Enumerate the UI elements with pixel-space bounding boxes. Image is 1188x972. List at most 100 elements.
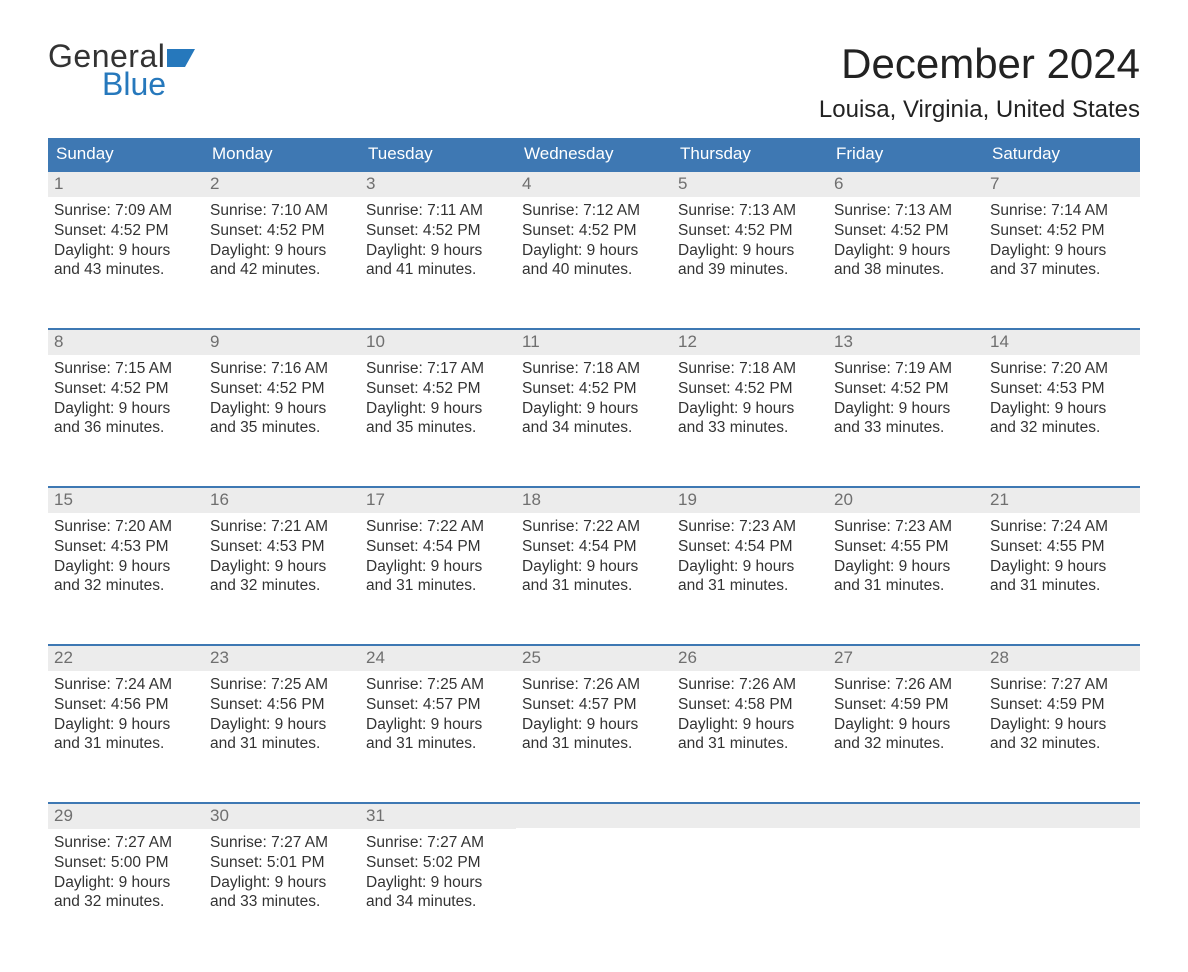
week-row: 15Sunrise: 7:20 AMSunset: 4:53 PMDayligh… [48, 486, 1140, 616]
brand-logo: General Blue [48, 40, 195, 100]
day-number: 17 [360, 488, 516, 513]
day-cell [984, 804, 1140, 932]
day-body: Sunrise: 7:14 AMSunset: 4:52 PMDaylight:… [984, 197, 1140, 282]
day-cell: 22Sunrise: 7:24 AMSunset: 4:56 PMDayligh… [48, 646, 204, 774]
sunrise-line: Sunrise: 7:14 AM [990, 201, 1134, 221]
sunrise-line: Sunrise: 7:27 AM [54, 833, 198, 853]
sunrise-line: Sunrise: 7:21 AM [210, 517, 354, 537]
day-number: 27 [828, 646, 984, 671]
daylight-line-1: Daylight: 9 hours [210, 715, 354, 735]
day-body: Sunrise: 7:13 AMSunset: 4:52 PMDaylight:… [672, 197, 828, 282]
day-number: 1 [48, 172, 204, 197]
daylight-line-2: and 31 minutes. [54, 734, 198, 754]
day-number: 16 [204, 488, 360, 513]
daylight-line-2: and 31 minutes. [990, 576, 1134, 596]
daylight-line-2: and 32 minutes. [54, 892, 198, 912]
daylight-line-2: and 31 minutes. [522, 734, 666, 754]
day-body: Sunrise: 7:16 AMSunset: 4:52 PMDaylight:… [204, 355, 360, 440]
sunset-line: Sunset: 4:59 PM [834, 695, 978, 715]
sunset-line: Sunset: 4:52 PM [210, 221, 354, 241]
sunset-line: Sunset: 4:52 PM [834, 221, 978, 241]
daylight-line-2: and 35 minutes. [366, 418, 510, 438]
daylight-line-2: and 40 minutes. [522, 260, 666, 280]
daylight-line-1: Daylight: 9 hours [678, 715, 822, 735]
sunrise-line: Sunrise: 7:25 AM [210, 675, 354, 695]
sunrise-line: Sunrise: 7:22 AM [522, 517, 666, 537]
day-cell: 7Sunrise: 7:14 AMSunset: 4:52 PMDaylight… [984, 172, 1140, 300]
day-number [672, 804, 828, 828]
sunset-line: Sunset: 4:52 PM [834, 379, 978, 399]
daylight-line-1: Daylight: 9 hours [210, 873, 354, 893]
weekday-header: Friday [828, 138, 984, 172]
day-body: Sunrise: 7:23 AMSunset: 4:54 PMDaylight:… [672, 513, 828, 598]
sunrise-line: Sunrise: 7:16 AM [210, 359, 354, 379]
day-body: Sunrise: 7:09 AMSunset: 4:52 PMDaylight:… [48, 197, 204, 282]
day-body: Sunrise: 7:22 AMSunset: 4:54 PMDaylight:… [516, 513, 672, 598]
daylight-line-1: Daylight: 9 hours [834, 399, 978, 419]
sunrise-line: Sunrise: 7:18 AM [678, 359, 822, 379]
sunrise-line: Sunrise: 7:20 AM [54, 517, 198, 537]
daylight-line-2: and 31 minutes. [522, 576, 666, 596]
day-body: Sunrise: 7:23 AMSunset: 4:55 PMDaylight:… [828, 513, 984, 598]
weekday-header: Saturday [984, 138, 1140, 172]
daylight-line-1: Daylight: 9 hours [54, 399, 198, 419]
day-cell: 16Sunrise: 7:21 AMSunset: 4:53 PMDayligh… [204, 488, 360, 616]
logo-text-blue: Blue [102, 68, 195, 100]
weekday-header-row: SundayMondayTuesdayWednesdayThursdayFrid… [48, 138, 1140, 172]
header-row: General Blue December 2024 Louisa, Virgi… [48, 40, 1140, 138]
day-number: 28 [984, 646, 1140, 671]
weeks-container: 1Sunrise: 7:09 AMSunset: 4:52 PMDaylight… [48, 172, 1140, 932]
month-title: December 2024 [819, 40, 1140, 88]
sunset-line: Sunset: 4:53 PM [990, 379, 1134, 399]
daylight-line-1: Daylight: 9 hours [678, 399, 822, 419]
sunset-line: Sunset: 4:59 PM [990, 695, 1134, 715]
day-body: Sunrise: 7:19 AMSunset: 4:52 PMDaylight:… [828, 355, 984, 440]
weekday-header: Tuesday [360, 138, 516, 172]
daylight-line-1: Daylight: 9 hours [366, 715, 510, 735]
daylight-line-2: and 42 minutes. [210, 260, 354, 280]
sunset-line: Sunset: 4:54 PM [366, 537, 510, 557]
sunset-line: Sunset: 4:52 PM [990, 221, 1134, 241]
day-number: 11 [516, 330, 672, 355]
daylight-line-2: and 31 minutes. [366, 576, 510, 596]
day-number: 2 [204, 172, 360, 197]
day-body: Sunrise: 7:27 AMSunset: 5:02 PMDaylight:… [360, 829, 516, 914]
day-number: 5 [672, 172, 828, 197]
week-row: 29Sunrise: 7:27 AMSunset: 5:00 PMDayligh… [48, 802, 1140, 932]
daylight-line-2: and 31 minutes. [366, 734, 510, 754]
day-cell: 8Sunrise: 7:15 AMSunset: 4:52 PMDaylight… [48, 330, 204, 458]
day-cell: 25Sunrise: 7:26 AMSunset: 4:57 PMDayligh… [516, 646, 672, 774]
day-body: Sunrise: 7:25 AMSunset: 4:56 PMDaylight:… [204, 671, 360, 756]
daylight-line-2: and 32 minutes. [54, 576, 198, 596]
day-number: 24 [360, 646, 516, 671]
day-body: Sunrise: 7:27 AMSunset: 5:01 PMDaylight:… [204, 829, 360, 914]
sunrise-line: Sunrise: 7:15 AM [54, 359, 198, 379]
sunset-line: Sunset: 4:52 PM [54, 379, 198, 399]
sunrise-line: Sunrise: 7:09 AM [54, 201, 198, 221]
day-body: Sunrise: 7:27 AMSunset: 5:00 PMDaylight:… [48, 829, 204, 914]
daylight-line-2: and 37 minutes. [990, 260, 1134, 280]
title-block: December 2024 Louisa, Virginia, United S… [819, 40, 1140, 138]
day-number: 19 [672, 488, 828, 513]
sunrise-line: Sunrise: 7:13 AM [678, 201, 822, 221]
sunset-line: Sunset: 4:54 PM [522, 537, 666, 557]
day-cell: 2Sunrise: 7:10 AMSunset: 4:52 PMDaylight… [204, 172, 360, 300]
daylight-line-1: Daylight: 9 hours [210, 557, 354, 577]
day-number: 20 [828, 488, 984, 513]
day-body: Sunrise: 7:20 AMSunset: 4:53 PMDaylight:… [984, 355, 1140, 440]
day-body: Sunrise: 7:10 AMSunset: 4:52 PMDaylight:… [204, 197, 360, 282]
day-body: Sunrise: 7:15 AMSunset: 4:52 PMDaylight:… [48, 355, 204, 440]
day-cell: 21Sunrise: 7:24 AMSunset: 4:55 PMDayligh… [984, 488, 1140, 616]
location-subtitle: Louisa, Virginia, United States [819, 96, 1140, 124]
daylight-line-2: and 31 minutes. [210, 734, 354, 754]
daylight-line-2: and 32 minutes. [990, 734, 1134, 754]
sunrise-line: Sunrise: 7:22 AM [366, 517, 510, 537]
day-number: 13 [828, 330, 984, 355]
day-number [984, 804, 1140, 828]
daylight-line-1: Daylight: 9 hours [54, 715, 198, 735]
day-number: 23 [204, 646, 360, 671]
daylight-line-1: Daylight: 9 hours [210, 399, 354, 419]
daylight-line-2: and 39 minutes. [678, 260, 822, 280]
day-number: 26 [672, 646, 828, 671]
sunset-line: Sunset: 4:52 PM [678, 221, 822, 241]
